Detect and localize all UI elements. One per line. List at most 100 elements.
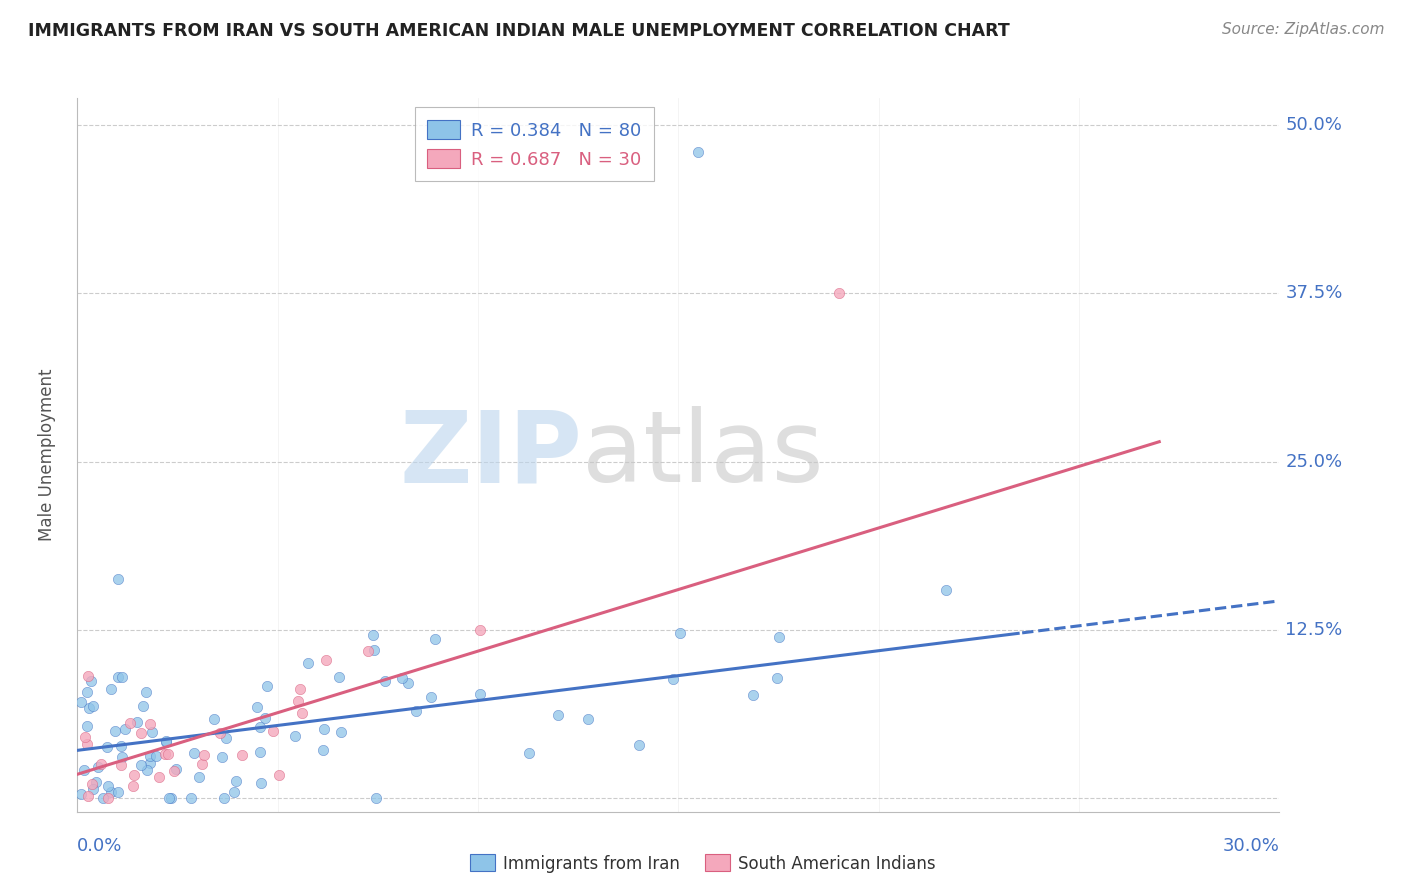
Point — [82, 698, 104, 713]
Point — [107, 670, 129, 684]
Point — [662, 673, 685, 687]
Point — [330, 725, 353, 739]
Point — [267, 768, 290, 782]
Point — [425, 632, 447, 646]
Point — [139, 716, 162, 731]
Point — [576, 712, 599, 726]
Point — [141, 725, 163, 739]
Point — [77, 789, 100, 803]
Point — [129, 726, 152, 740]
Text: atlas: atlas — [582, 407, 824, 503]
Point — [139, 749, 162, 764]
Point — [155, 747, 177, 761]
Legend: R = 0.384   N = 80, R = 0.687   N = 30: R = 0.384 N = 80, R = 0.687 N = 30 — [415, 107, 654, 181]
Point — [157, 791, 180, 805]
Point — [111, 749, 134, 764]
Point — [73, 763, 96, 777]
Point — [110, 758, 132, 772]
Point — [96, 739, 118, 754]
Point — [547, 707, 569, 722]
Point — [935, 583, 957, 598]
Point — [517, 746, 540, 760]
Point — [669, 625, 692, 640]
Point — [391, 671, 413, 685]
Point — [155, 735, 177, 749]
Point — [363, 642, 385, 657]
Point — [180, 791, 202, 805]
Point — [357, 643, 380, 657]
Point — [253, 711, 276, 725]
Point — [80, 674, 103, 689]
Point — [249, 745, 271, 759]
Point — [90, 756, 112, 771]
Point — [419, 690, 441, 704]
Point — [828, 286, 851, 301]
Point — [211, 750, 233, 764]
Point — [107, 572, 129, 586]
Point — [135, 763, 157, 777]
Text: 25.0%: 25.0% — [1285, 452, 1343, 471]
Point — [250, 776, 273, 790]
Point — [249, 720, 271, 734]
Point — [76, 685, 98, 699]
Point — [374, 674, 396, 689]
Text: 12.5%: 12.5% — [1285, 621, 1343, 639]
Point — [70, 695, 93, 709]
Point — [129, 758, 152, 772]
Point — [148, 770, 170, 784]
Point — [396, 675, 419, 690]
Point — [470, 624, 492, 638]
Text: Source: ZipAtlas.com: Source: ZipAtlas.com — [1222, 22, 1385, 37]
Point — [628, 738, 651, 752]
Point — [110, 739, 132, 753]
Point — [104, 724, 127, 739]
Point — [193, 747, 215, 762]
Point — [284, 729, 307, 743]
Point — [145, 748, 167, 763]
Point — [287, 693, 309, 707]
Point — [312, 722, 335, 736]
Point — [688, 145, 710, 159]
Point — [100, 785, 122, 799]
Point — [315, 653, 337, 667]
Point — [97, 780, 120, 794]
Point — [312, 742, 335, 756]
Point — [188, 770, 211, 784]
Point — [132, 698, 155, 713]
Point — [262, 723, 284, 738]
Point — [208, 726, 231, 740]
Point — [75, 731, 97, 745]
Point — [741, 688, 763, 702]
Point — [256, 679, 278, 693]
Point — [222, 784, 245, 798]
Point — [215, 731, 238, 746]
Point — [156, 747, 179, 761]
Point — [76, 737, 98, 751]
Point — [111, 670, 134, 684]
Text: 50.0%: 50.0% — [1285, 116, 1343, 134]
Point — [202, 712, 225, 726]
Text: 30.0%: 30.0% — [1223, 837, 1279, 855]
Point — [165, 762, 187, 776]
Point — [155, 734, 177, 748]
Point — [82, 782, 104, 797]
Point — [470, 687, 492, 701]
Point — [361, 628, 384, 642]
Point — [183, 746, 205, 760]
Point — [120, 716, 142, 731]
Point — [127, 715, 149, 730]
Point — [77, 669, 100, 683]
Point — [231, 748, 253, 763]
Point — [135, 685, 157, 699]
Text: IMMIGRANTS FROM IRAN VS SOUTH AMERICAN INDIAN MALE UNEMPLOYMENT CORRELATION CHAR: IMMIGRANTS FROM IRAN VS SOUTH AMERICAN I… — [28, 22, 1010, 40]
Point — [328, 670, 350, 684]
Point — [80, 777, 103, 791]
Point — [79, 701, 101, 715]
Point — [297, 657, 319, 671]
Text: 37.5%: 37.5% — [1285, 285, 1343, 302]
Point — [114, 722, 136, 736]
Point — [139, 756, 162, 771]
Point — [225, 774, 247, 789]
Point — [160, 791, 183, 805]
Point — [100, 681, 122, 696]
